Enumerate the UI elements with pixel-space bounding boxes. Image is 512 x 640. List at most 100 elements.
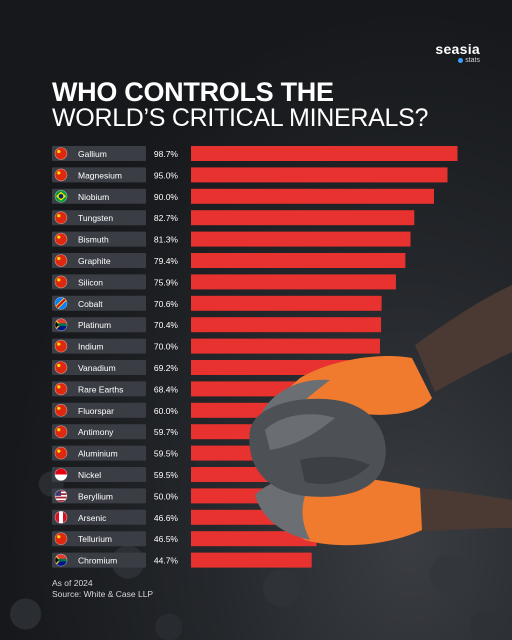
bar	[191, 509, 317, 525]
brand-sub: stats	[435, 56, 480, 65]
brand-logo: seasia stats	[435, 42, 480, 65]
chart-row: Beryllium 50.0%	[52, 488, 326, 504]
value-label: 59.7%	[154, 427, 179, 437]
chart-row: Graphite 79.4%	[52, 253, 406, 268]
chart-row: Silicon 75.9%	[52, 274, 396, 290]
bar	[191, 424, 353, 440]
bar	[191, 317, 382, 333]
chart-row: Arsenic 46.6%	[52, 509, 317, 525]
bar	[191, 295, 382, 311]
value-label: 60.0%	[154, 406, 179, 416]
bar	[191, 274, 396, 290]
category-label: Aluminium	[78, 449, 118, 459]
bar	[191, 381, 376, 397]
value-label: 46.6%	[154, 513, 179, 523]
china-flag-icon	[55, 147, 67, 160]
category-label-box	[52, 295, 146, 311]
china-flag-icon	[55, 425, 67, 438]
chart-row: Tellurium 46.5%	[52, 531, 317, 547]
as-of-note: As of 2024	[52, 578, 93, 588]
category-label-box	[52, 210, 146, 226]
china-flag-icon	[55, 254, 67, 267]
category-label-box	[52, 253, 146, 268]
category-label-box	[52, 360, 146, 375]
category-label: Gallium	[78, 149, 107, 159]
title-line-2: WORLD’S CRITICAL MINERALS?	[52, 104, 429, 132]
china-flag-icon	[55, 361, 67, 374]
chart-row: Magnesium 95.0%	[52, 167, 448, 183]
chart-row: Antimony 59.7%	[52, 424, 353, 440]
category-label: Arsenic	[78, 513, 107, 523]
drc-flag-icon	[55, 297, 67, 310]
source-note: Source: White & Case LLP	[52, 589, 154, 599]
value-label: 70.4%	[154, 320, 179, 330]
chart-row: Platinum 70.4%	[52, 317, 382, 333]
value-label: 59.5%	[154, 449, 179, 459]
category-label-box	[52, 552, 146, 568]
value-label: 69.2%	[154, 363, 179, 373]
value-label: 46.5%	[154, 534, 179, 544]
china-flag-icon	[55, 233, 67, 246]
chart-row: Aluminium 59.5%	[52, 445, 352, 461]
chart-row: Nickel 59.5%	[52, 467, 352, 482]
category-label: Indium	[78, 342, 104, 352]
category-label-box	[52, 188, 146, 204]
category-label-box	[52, 338, 146, 354]
category-label: Bismuth	[78, 235, 109, 245]
value-label: 90.0%	[154, 192, 179, 202]
chart-row: Gallium 98.7%	[52, 146, 458, 161]
category-label: Antimony	[78, 427, 114, 437]
usa-flag-icon	[55, 489, 67, 502]
value-label: 59.5%	[154, 470, 179, 480]
category-label-box	[52, 274, 146, 290]
category-label: Beryllium	[78, 491, 113, 501]
category-label-box	[52, 488, 146, 504]
bar	[191, 146, 458, 161]
category-label: Magnesium	[78, 170, 122, 180]
bar	[191, 210, 415, 226]
category-label: Cobalt	[78, 299, 103, 309]
bar	[191, 338, 380, 354]
bar	[191, 402, 353, 418]
bar	[191, 188, 434, 204]
category-label-box	[52, 146, 146, 161]
value-label: 70.0%	[154, 342, 179, 352]
china-flag-icon	[55, 275, 67, 288]
category-label: Platinum	[78, 320, 111, 330]
bar	[191, 167, 448, 183]
chart-row: Vanadium 69.2%	[52, 360, 378, 375]
chart-row: Rare Earths 68.4%	[52, 381, 376, 397]
category-label-box	[52, 231, 146, 247]
brazil-flag-icon	[55, 190, 67, 203]
chart-row: Indium 70.0%	[52, 338, 380, 354]
value-label: 82.7%	[154, 213, 179, 223]
bar	[191, 360, 378, 375]
bar	[191, 488, 326, 504]
bar	[191, 445, 352, 461]
indonesia-flag-icon	[55, 468, 67, 481]
category-label-box	[52, 381, 146, 397]
chart-row: Cobalt 70.6%	[52, 295, 382, 311]
category-label: Niobium	[78, 192, 109, 202]
category-label: Tungsten	[78, 213, 113, 223]
category-label-box	[52, 317, 146, 333]
category-label: Graphite	[78, 256, 111, 266]
category-label-box	[52, 167, 146, 183]
brand-name: seasia	[435, 41, 480, 57]
category-label: Rare Earths	[78, 384, 123, 394]
category-label: Nickel	[78, 470, 101, 480]
value-label: 70.6%	[154, 299, 179, 309]
category-label-box	[52, 531, 146, 547]
china-flag-icon	[55, 340, 67, 353]
south-africa-flag-icon	[55, 318, 67, 331]
value-label: 81.3%	[154, 235, 179, 245]
bar	[191, 467, 352, 482]
value-label: 44.7%	[154, 556, 179, 566]
china-flag-icon	[55, 447, 67, 460]
china-flag-icon	[55, 168, 67, 181]
chart-row: Niobium 90.0%	[52, 188, 434, 204]
value-label: 79.4%	[154, 256, 179, 266]
value-label: 95.0%	[154, 170, 179, 180]
bar	[191, 552, 312, 568]
